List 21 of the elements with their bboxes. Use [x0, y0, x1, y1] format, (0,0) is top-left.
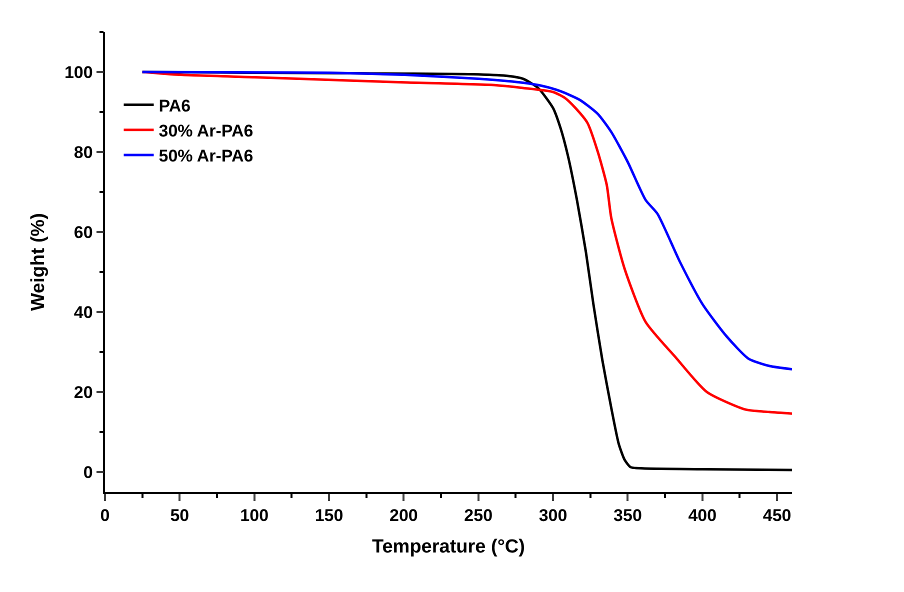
x-tick-label: 450 — [762, 506, 792, 526]
x-tick-label: 300 — [538, 506, 568, 526]
y-tick-label: 40 — [74, 302, 93, 322]
y-tick-label: 60 — [74, 222, 93, 242]
x-tick-label: 250 — [464, 506, 493, 526]
legend-label: 30% Ar-PA6 — [158, 121, 254, 140]
y-tick-label: 0 — [83, 462, 93, 482]
x-tick-label: 400 — [688, 506, 717, 526]
x-tick-label: 200 — [390, 506, 418, 526]
y-tick-label: 80 — [74, 142, 93, 162]
y-tick-label: 20 — [74, 382, 93, 402]
legend-label: 50% Ar-PA6 — [158, 146, 254, 166]
x-tick-label: 50 — [170, 506, 190, 526]
x-tick-label: 0 — [100, 506, 110, 526]
x-tick-label: 100 — [240, 506, 269, 526]
y-tick-label: 100 — [64, 62, 93, 82]
x-tick-label: 150 — [314, 506, 344, 526]
legend-label: PA6 — [158, 96, 191, 116]
x-tick-label: 350 — [614, 506, 642, 526]
y-axis-title: Weight (%) — [28, 213, 49, 311]
x-axis-title: Temperature (°C) — [372, 536, 525, 558]
